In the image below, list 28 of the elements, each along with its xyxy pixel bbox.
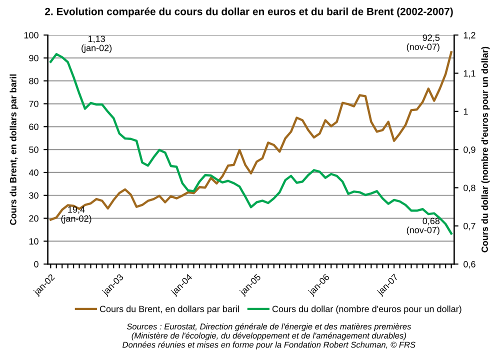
- y2-tick-label: 0,9: [464, 146, 476, 154]
- annotation: 19,4 (jan-02): [61, 206, 92, 224]
- annotation: 92,5 (nov-07): [406, 34, 440, 52]
- y2-tick-label: 1,1: [464, 70, 476, 78]
- y-axis-title: Cours du Brent, en dollars par baril: [10, 74, 18, 225]
- y-tick-label: 50: [29, 146, 38, 153]
- annotation: 1,13 (jan-02): [82, 36, 112, 53]
- y-tick-label: 10: [29, 238, 38, 245]
- chart-title: 2. Evolution comparée du cours du dollar en euros et du baril de Brent (2002-2007): [45, 7, 453, 18]
- y2-tick-label: 0,6: [464, 261, 476, 269]
- y2-tick-label: 1,2: [464, 32, 476, 40]
- legend-label: Cours du dollar (nombre d'euros pour un dollar): [272, 306, 462, 314]
- annotation: 0,68 (nov-07): [406, 218, 440, 236]
- y2-tick-label: 1: [464, 108, 468, 115]
- source-note: Sources : Eurostat, Direction générale de l'énergie et des matières premières (Ministère de l'écologie, du développement et de l'aménagement durables) Données réunies et mises en forme pour la Fondation Robert Schuman, © FRS: [122, 323, 416, 350]
- y2-tick-label: 0,7: [464, 222, 476, 230]
- y-tick-label: 70: [29, 100, 38, 108]
- y2-tick-label: 0,8: [464, 184, 476, 192]
- y-tick-label: 90: [29, 54, 38, 62]
- y-tick-label: 30: [29, 192, 38, 199]
- y-tick-label: 100: [24, 32, 38, 38]
- y2-axis-title: Cours du dollar (nombre d'euros pour un dollar): [481, 46, 490, 252]
- y-tick-label: 20: [29, 215, 38, 222]
- y-tick-label: 60: [29, 124, 38, 130]
- y-tick-label: 40: [28, 169, 38, 176]
- y-tick-label: 0: [34, 261, 38, 268]
- legend-label: Cours du Brent, en dollars par baril: [100, 306, 239, 314]
- y-tick-label: 80: [29, 78, 38, 84]
